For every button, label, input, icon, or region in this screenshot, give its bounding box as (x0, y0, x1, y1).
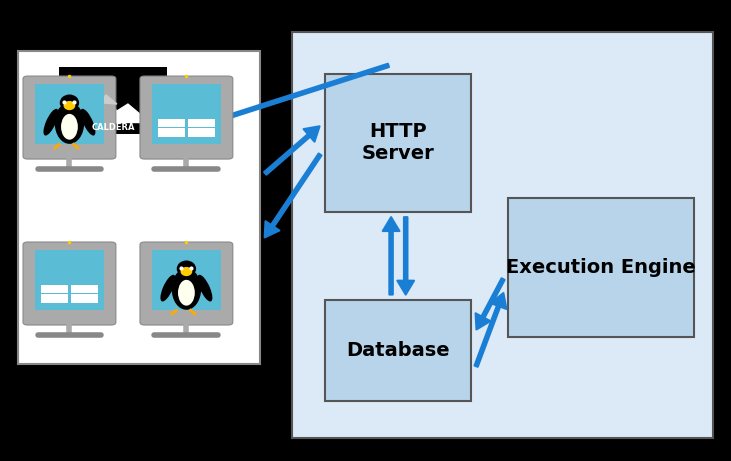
Bar (158, 118, 185, 127)
FancyArrowPatch shape (398, 217, 414, 295)
Ellipse shape (172, 268, 201, 310)
Bar (188, 128, 215, 136)
FancyArrowPatch shape (383, 217, 399, 295)
Bar (18, 51, 260, 364)
Bar (35, 250, 104, 310)
Ellipse shape (160, 275, 175, 301)
Ellipse shape (181, 267, 192, 276)
Polygon shape (78, 95, 124, 123)
FancyBboxPatch shape (140, 76, 232, 159)
FancyBboxPatch shape (23, 76, 115, 159)
Bar (41, 284, 68, 293)
Ellipse shape (64, 101, 75, 110)
Bar (152, 250, 221, 310)
Ellipse shape (177, 260, 196, 277)
Bar (325, 74, 471, 212)
Ellipse shape (60, 95, 79, 111)
FancyArrowPatch shape (178, 64, 389, 136)
Ellipse shape (178, 280, 194, 306)
Bar (152, 84, 221, 144)
FancyArrowPatch shape (474, 293, 507, 367)
FancyBboxPatch shape (140, 242, 232, 325)
Bar (35, 84, 104, 144)
Text: CALDERA: CALDERA (91, 123, 135, 132)
Bar (71, 294, 98, 302)
FancyArrowPatch shape (264, 126, 319, 175)
Text: Execution Engine: Execution Engine (507, 258, 696, 277)
Text: HTTP
Server: HTTP Server (362, 123, 435, 163)
Ellipse shape (197, 275, 213, 301)
Bar (71, 284, 98, 293)
Polygon shape (100, 95, 117, 104)
Ellipse shape (80, 109, 96, 136)
Bar (59, 67, 167, 134)
Bar (41, 294, 68, 302)
Ellipse shape (43, 109, 58, 136)
FancyBboxPatch shape (41, 58, 186, 154)
Bar (188, 118, 215, 127)
FancyArrowPatch shape (265, 154, 322, 237)
Bar (325, 300, 471, 401)
Bar (158, 128, 185, 136)
Text: Database: Database (346, 341, 450, 360)
Bar (508, 198, 694, 337)
Ellipse shape (55, 102, 84, 144)
FancyBboxPatch shape (23, 242, 115, 325)
FancyArrowPatch shape (476, 278, 504, 330)
Bar (292, 32, 713, 438)
Ellipse shape (61, 114, 78, 140)
Polygon shape (99, 104, 150, 123)
